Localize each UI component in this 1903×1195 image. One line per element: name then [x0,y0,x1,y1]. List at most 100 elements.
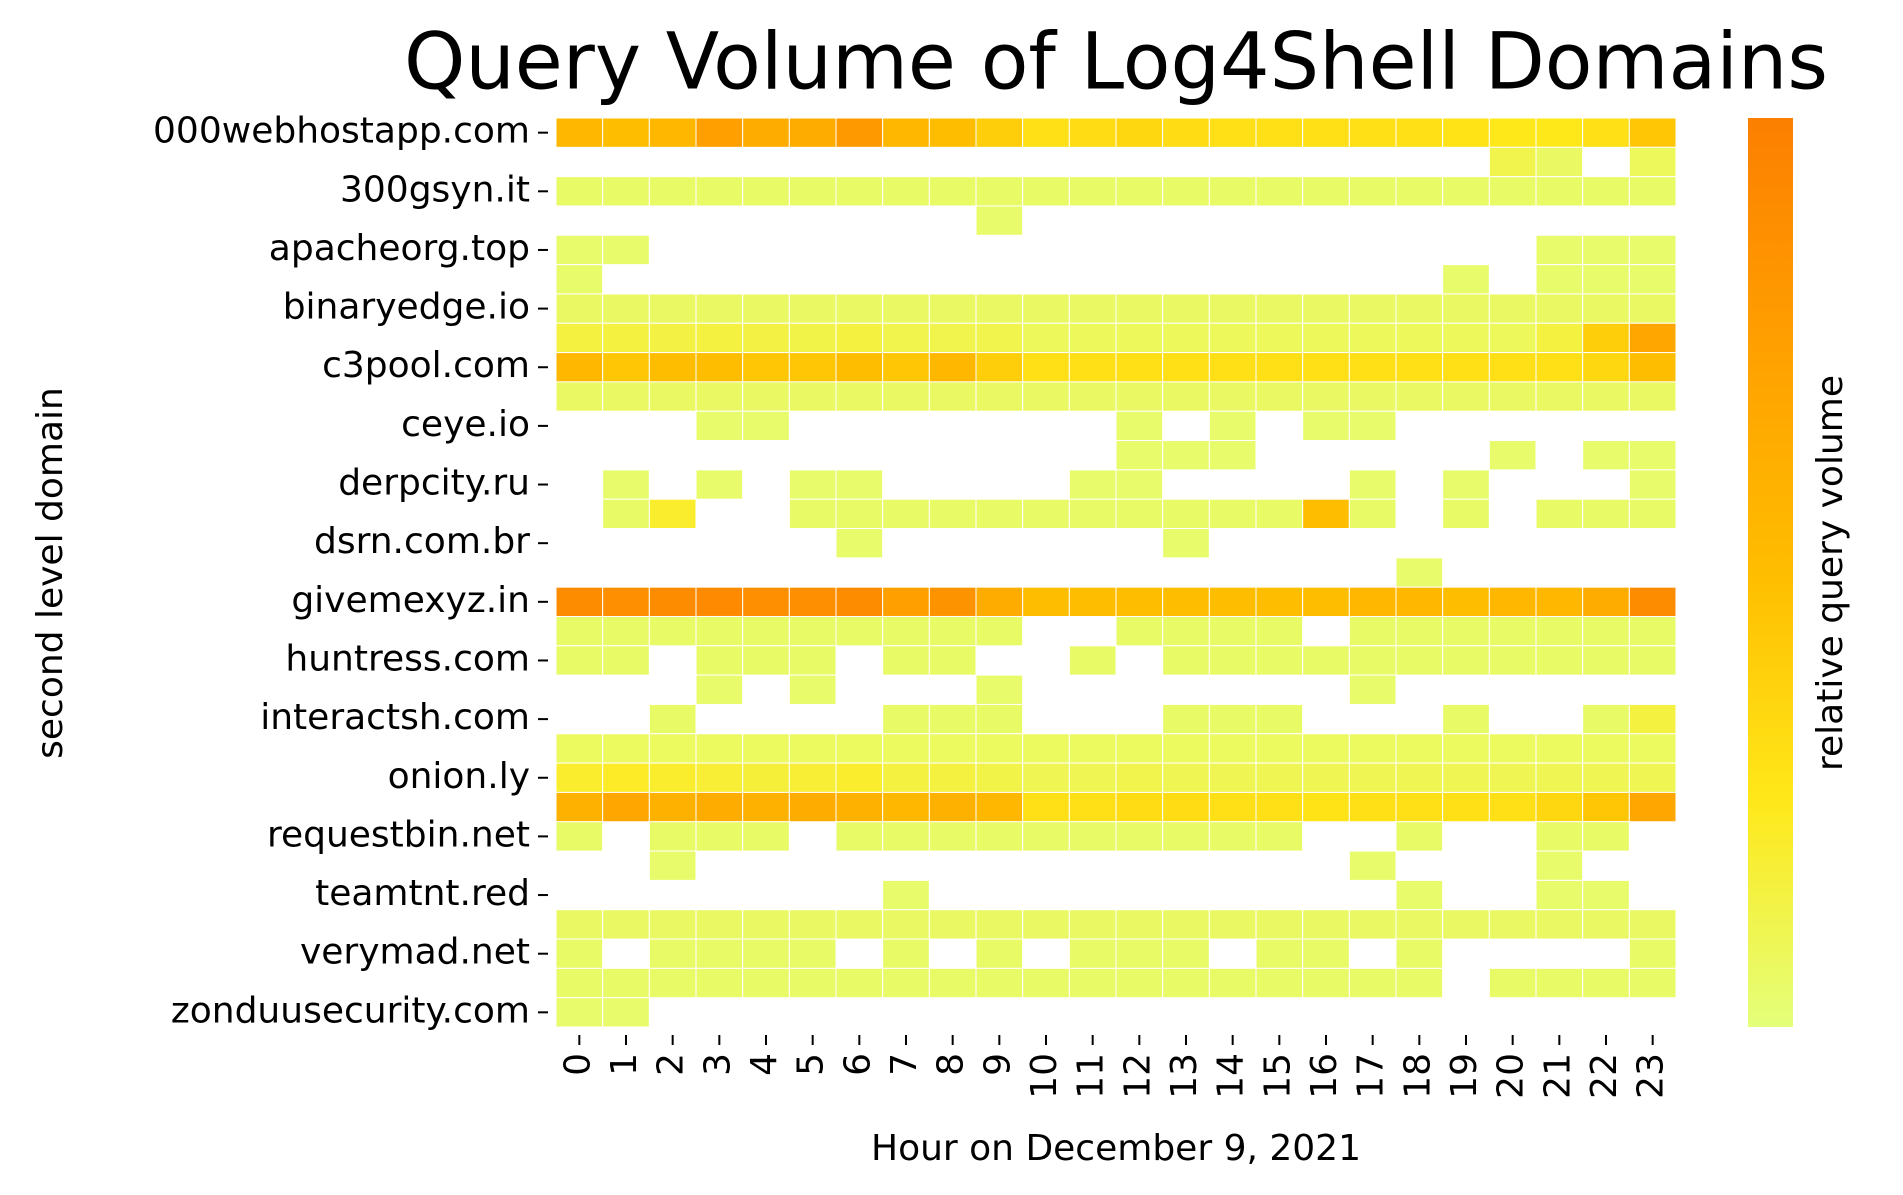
heatmap-cell [1115,322,1164,354]
heatmap-cell [1022,821,1070,852]
heatmap-cell [1395,615,1444,647]
y-tick-label: ceye.io [401,404,530,445]
heatmap-cell [835,733,884,764]
heatmap-cell [1348,791,1397,823]
heatmap-cell [788,586,837,617]
heatmap-cell [1395,381,1444,412]
heatmap-cell [695,615,744,647]
heatmap-cell [1488,146,1537,178]
heatmap-cell [1115,909,1164,940]
heatmap-cell [742,410,790,442]
heatmap-cell [1022,791,1070,823]
heatmap-cell [1628,293,1677,324]
heatmap-cell [602,967,650,999]
heatmap-cell [1628,791,1677,823]
heatmap-cell [1535,821,1584,852]
heatmap-cell [695,762,744,793]
heatmap-cell [1348,615,1397,647]
heatmap-cell [1395,879,1444,911]
heatmap-cell [928,176,977,207]
heatmap-cell [1488,615,1537,647]
heatmap-cell [975,498,1024,530]
heatmap-cell [648,703,697,735]
heatmap-cell [1535,791,1584,823]
heatmap-cell [1255,381,1304,412]
heatmap-cell [975,791,1024,823]
heatmap-cell [1582,791,1630,823]
x-tick-label: 22 [1584,1053,1625,1099]
heatmap-cell [928,821,977,852]
heatmap-cell [1162,352,1210,383]
heatmap-cell [882,117,930,148]
heatmap-cell [1115,791,1164,823]
heatmap-cell [1255,733,1304,764]
heatmap-cell [602,176,650,207]
heatmap-cell [602,322,650,354]
y-tick-label: teamtnt.red [315,873,530,914]
heatmap-cell [742,938,790,969]
x-tick-label: 23 [1631,1053,1672,1099]
heatmap-cell [1582,176,1630,207]
heatmap-cell [1628,146,1677,178]
heatmap-cell [555,234,604,266]
heatmap-cell [1395,967,1444,999]
heatmap-cell [1302,322,1350,354]
heatmap-cell [788,674,837,705]
heatmap-cell [1582,352,1630,383]
heatmap-cell [695,821,744,852]
heatmap-cell [1348,967,1397,999]
heatmap-cell [1068,791,1117,823]
x-tick-label: 5 [791,1053,832,1076]
heatmap-cell [1068,762,1117,793]
heatmap-cell [882,293,930,324]
heatmap-cell [695,410,744,442]
heatmap-cell [1208,586,1257,617]
heatmap-cell [1255,586,1304,617]
heatmap-cell [1442,703,1490,735]
heatmap-cell [975,381,1024,412]
heatmap-cell [1582,821,1630,852]
heatmap-cell [1488,352,1537,383]
heatmap-cell [1535,615,1584,647]
heatmap-cell [1162,176,1210,207]
heatmap-cell [1395,645,1444,676]
heatmap-cell [1582,733,1630,764]
heatmap-cell [1302,733,1350,764]
heatmap-cell [975,176,1024,207]
heatmap-cell [882,615,930,647]
heatmap-cell [742,967,790,999]
heatmap-cell [1208,762,1257,793]
heatmap-cell [1162,938,1210,969]
heatmap-cell [1302,586,1350,617]
heatmap-cell [1442,498,1490,530]
heatmap-cell [602,791,650,823]
heatmap-cell [602,909,650,940]
heatmap-cell [1255,117,1304,148]
heatmap-cell [928,117,977,148]
heatmap-cell [1162,528,1210,559]
colorbar-label: relative query volume [1810,375,1851,771]
heatmap-cell [1488,733,1537,764]
heatmap-cell [648,176,697,207]
y-tick-label: onion.ly [388,756,530,797]
x-tick-label: 19 [1444,1053,1485,1099]
heatmap-cell [1208,440,1257,471]
heatmap-cell [1208,293,1257,324]
heatmap-cell [602,997,650,1028]
heatmap-cell [928,322,977,354]
heatmap-cell [1582,234,1630,266]
heatmap-cell [695,381,744,412]
x-tick-label: 2 [651,1053,692,1076]
x-tick-label: 11 [1071,1053,1112,1099]
heatmap-cell [1582,381,1630,412]
heatmap-cell [1395,176,1444,207]
y-tick-label: 300gsyn.it [340,169,530,210]
heatmap-cell [1255,352,1304,383]
heatmap-cell [1208,352,1257,383]
heatmap-cell [1068,381,1117,412]
heatmap-cell [1115,381,1164,412]
heatmap-cell [1582,440,1630,471]
heatmap-cell [1302,762,1350,793]
heatmap-cell [835,117,884,148]
